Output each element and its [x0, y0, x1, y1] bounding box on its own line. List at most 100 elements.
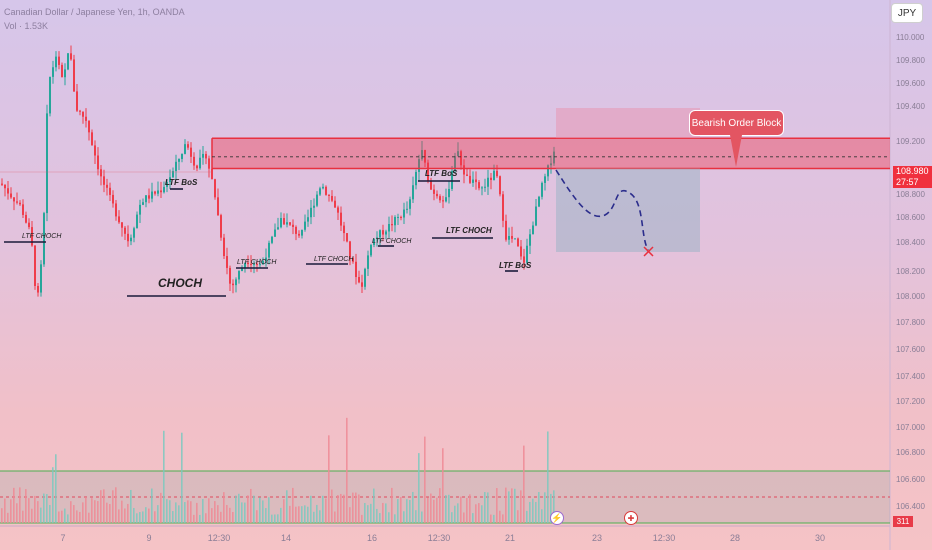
candle — [1, 183, 3, 185]
canada-flag-icon[interactable]: ✚ — [624, 511, 638, 525]
currency-button[interactable]: JPY — [891, 3, 923, 23]
candle — [124, 227, 126, 234]
price-tick-label: 106.400 — [896, 502, 925, 511]
ltf-choch-label: LTF CHOCH — [314, 256, 354, 263]
volume-bar — [148, 508, 150, 523]
candle — [271, 236, 273, 243]
target-box — [556, 168, 700, 252]
volume-bar — [94, 500, 96, 523]
candle — [115, 203, 117, 217]
candle — [121, 222, 123, 228]
volume-bar — [289, 505, 291, 523]
volume-bar — [343, 494, 345, 523]
volume-bar — [523, 445, 525, 523]
time-tick-label: 28 — [729, 533, 741, 543]
volume-bar — [163, 430, 165, 523]
volume-bar — [247, 495, 249, 523]
volume-bar — [181, 432, 183, 523]
candle — [460, 151, 462, 166]
volume-bar — [400, 497, 402, 523]
volume-bar — [499, 510, 501, 523]
volume-bar — [73, 505, 75, 523]
candle — [415, 171, 417, 186]
candle — [58, 56, 60, 65]
candle — [199, 157, 201, 169]
candle — [208, 158, 210, 169]
volume-bar — [319, 510, 321, 523]
ltf-bos-label: LTF BoS — [165, 178, 198, 187]
volume-bar — [151, 488, 153, 523]
volume-bar — [472, 513, 474, 523]
volume-bar — [109, 504, 111, 523]
candle — [433, 189, 435, 194]
candle — [109, 187, 111, 195]
candle — [52, 67, 54, 77]
candle — [535, 206, 537, 226]
candle — [352, 257, 354, 262]
volume-bar — [61, 510, 63, 523]
candle — [10, 193, 12, 198]
candle — [532, 225, 534, 235]
volume-bar — [298, 506, 300, 523]
choch-label: CHOCH — [158, 276, 202, 290]
bearish-order-block-callout[interactable]: Bearish Order Block — [689, 110, 784, 136]
volume-bar — [28, 498, 30, 523]
candle — [100, 169, 102, 177]
volume-bar — [13, 487, 15, 523]
volume-bar — [466, 497, 468, 523]
candle — [43, 213, 45, 265]
target-x-mark — [643, 246, 654, 257]
candle — [37, 285, 39, 293]
candle — [493, 170, 495, 180]
candle — [274, 229, 276, 237]
candle — [229, 267, 231, 284]
volume-bar — [379, 513, 381, 523]
candle — [163, 186, 165, 193]
candle — [217, 197, 219, 216]
volume-bar — [244, 502, 246, 523]
volume-bar — [154, 511, 156, 523]
volume-bar — [403, 511, 405, 523]
volume-bar — [364, 502, 366, 523]
candle — [118, 216, 120, 223]
volume-bar — [238, 493, 240, 523]
volume-bar — [448, 494, 450, 523]
volume-bar — [484, 492, 486, 523]
candle — [49, 76, 51, 114]
price-tick-label: 107.400 — [896, 372, 925, 381]
volume-bar — [421, 511, 423, 523]
candle — [259, 264, 261, 266]
time-tick-label: 21 — [504, 533, 516, 543]
volume-bar — [124, 508, 126, 523]
volume-bar — [436, 497, 438, 523]
volume-bar — [112, 490, 114, 523]
candle — [160, 190, 162, 193]
candle — [25, 214, 27, 223]
candle — [523, 256, 525, 263]
volume-bar — [412, 491, 414, 523]
candle — [502, 194, 504, 221]
volume-bar — [157, 505, 159, 523]
price-tick-label: 107.000 — [896, 423, 925, 432]
volume-bar — [445, 495, 447, 523]
candle — [292, 224, 294, 227]
candle — [172, 171, 174, 178]
lightning-icon[interactable]: ⚡ — [550, 511, 564, 525]
candle — [355, 261, 357, 278]
volume-bar — [478, 503, 480, 523]
volume-bar — [388, 512, 390, 523]
volume-bar — [196, 502, 198, 523]
risk-box — [556, 108, 700, 139]
candle — [343, 225, 345, 234]
volume-bar — [520, 490, 522, 523]
price-tick-label: 109.400 — [896, 102, 925, 111]
candle — [94, 145, 96, 156]
volume-bar — [496, 488, 498, 523]
volume-bar — [271, 514, 273, 523]
volume-bar — [325, 498, 327, 523]
volume-bar — [514, 488, 516, 523]
volume-bar — [160, 492, 162, 523]
candle — [364, 268, 366, 287]
volume-bar — [232, 512, 234, 523]
